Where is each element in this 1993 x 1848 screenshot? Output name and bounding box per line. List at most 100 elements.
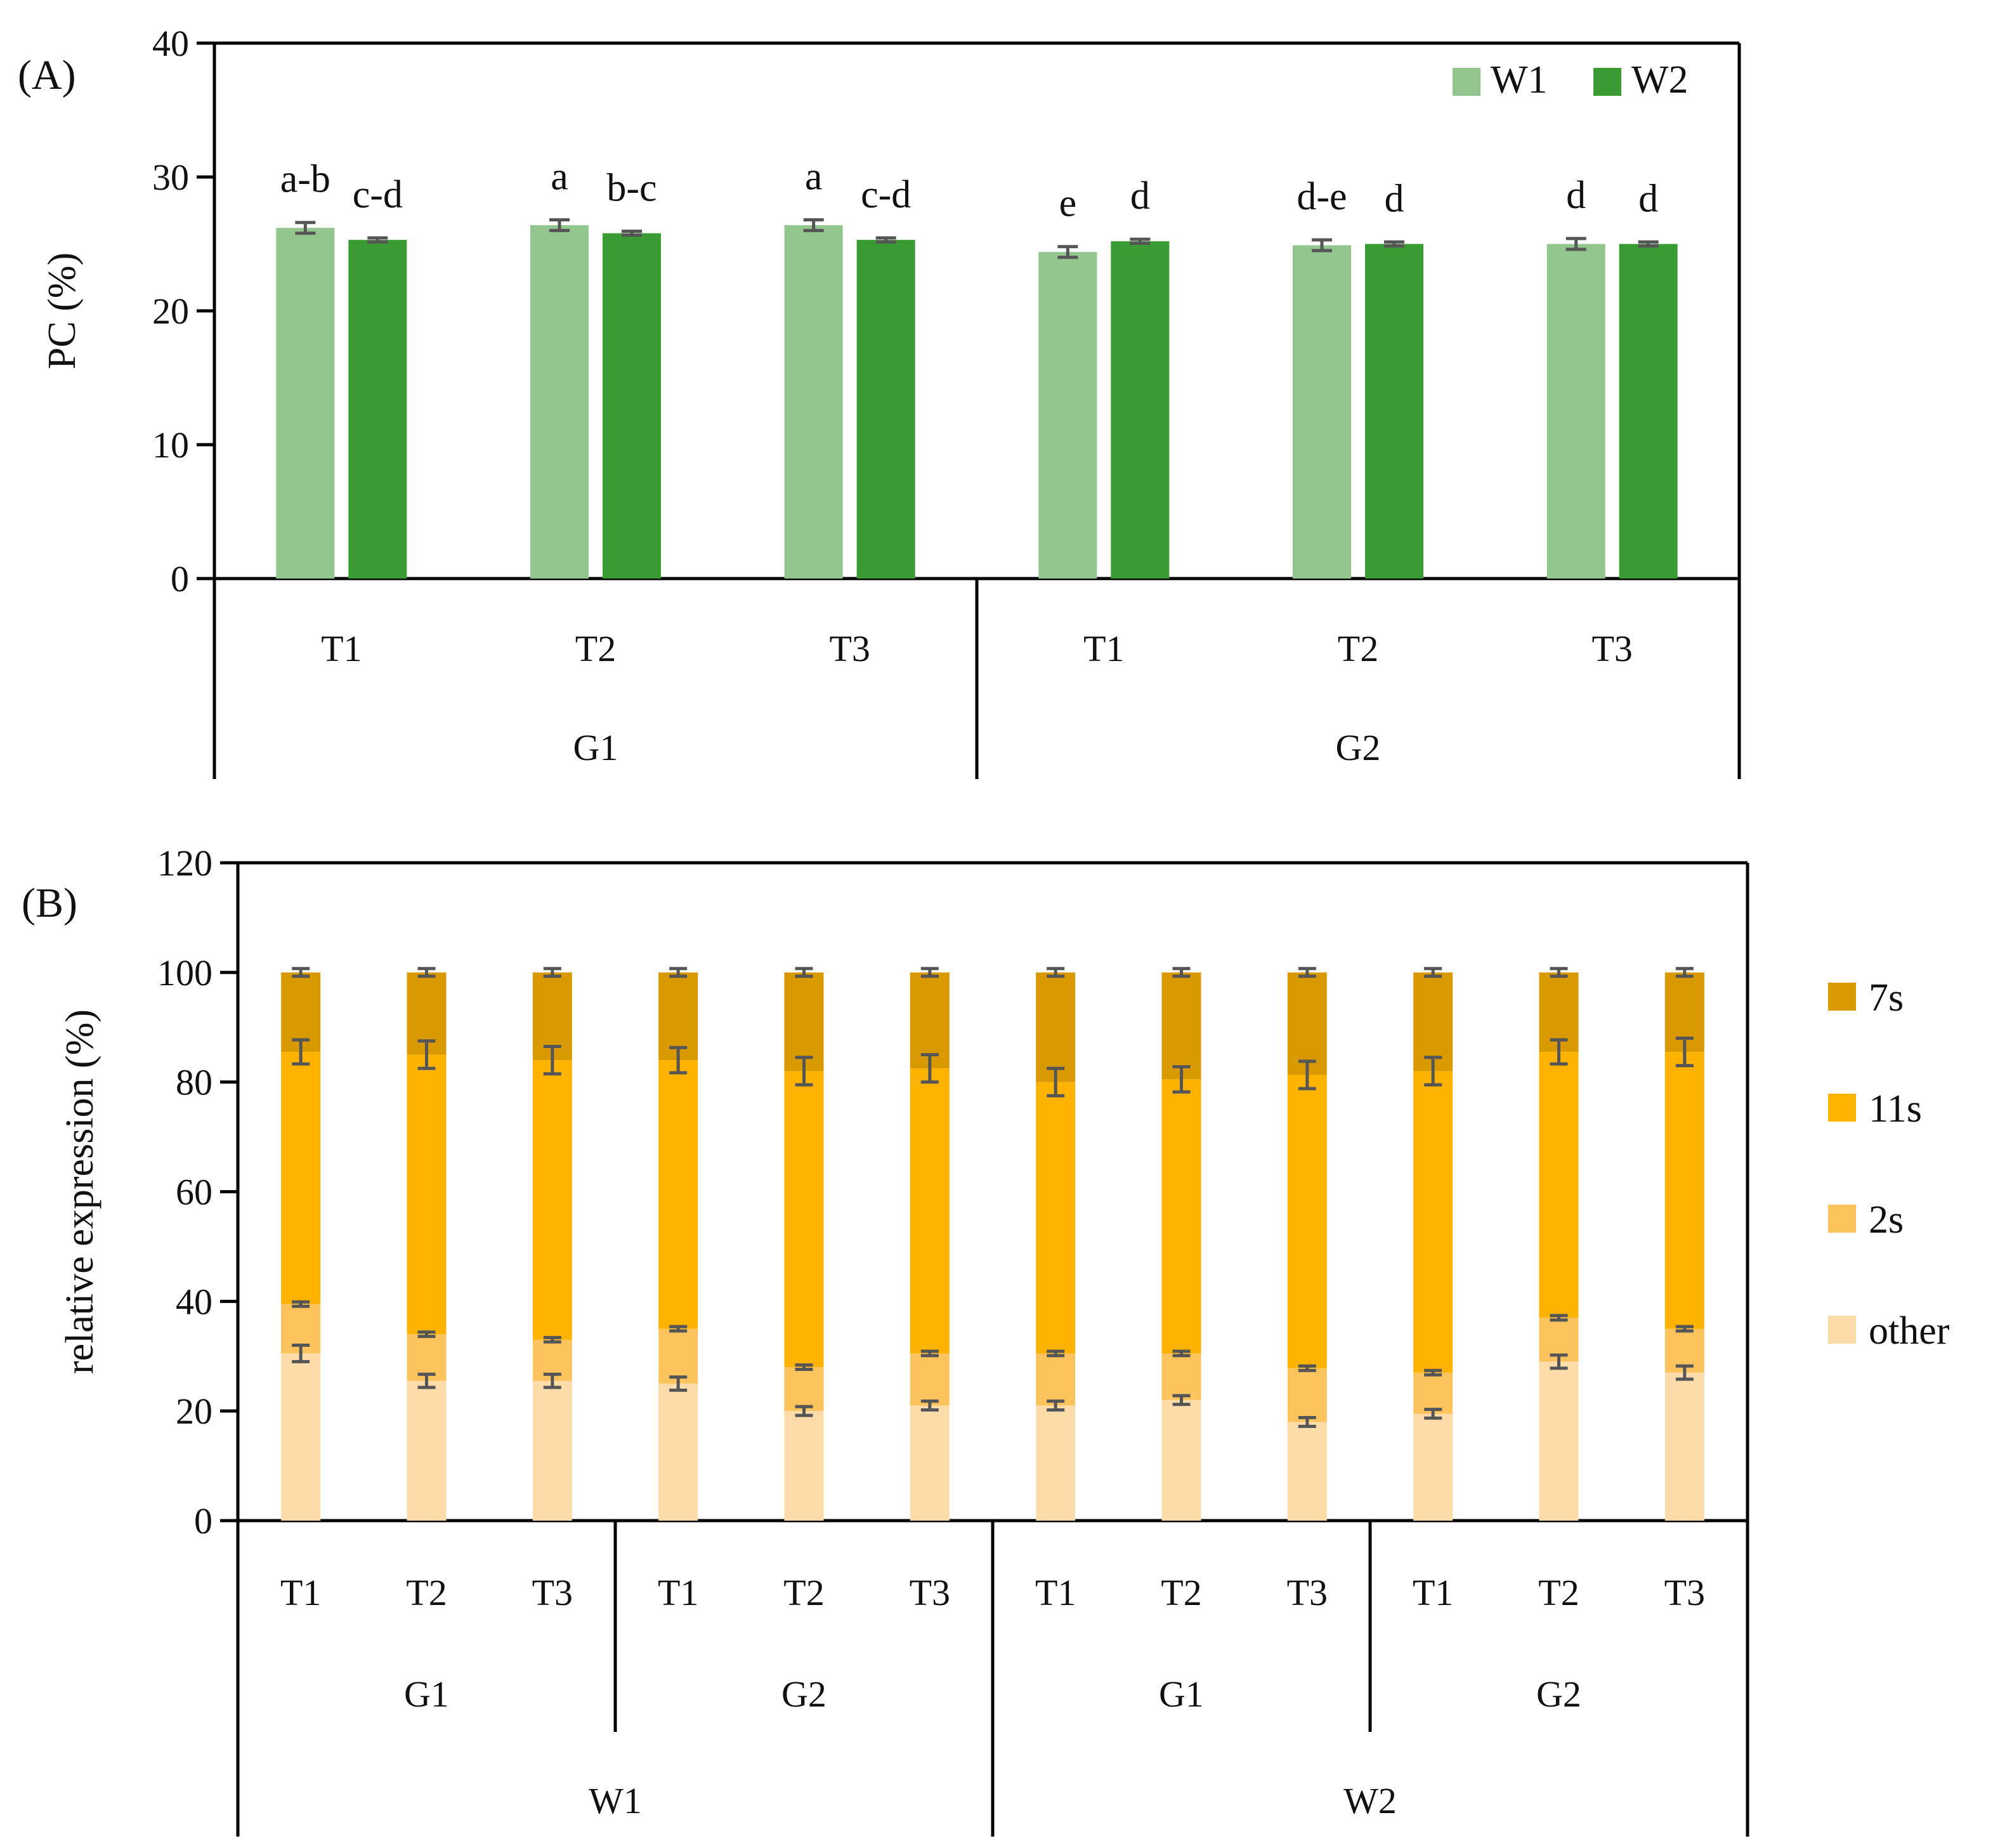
significance-label: c-d [861,173,911,216]
stack-segment-11s [910,1068,950,1354]
stack-segment-2s [1287,1368,1327,1422]
legend-label: W2 [1631,58,1689,102]
stack-segment-other [407,1380,447,1521]
stack-segment-2s [910,1353,950,1406]
stack-segment-other [658,1383,698,1521]
x-category-label: T2 [1338,628,1378,669]
significance-label: d [1130,174,1150,218]
x-category-label: T1 [1035,1572,1076,1613]
x-category-label: T1 [280,1572,321,1613]
x-group-label: G1 [573,727,618,768]
x-category-label: T2 [1161,1572,1201,1613]
y-tick-label: 20 [176,1391,212,1432]
y-tick-label: 60 [176,1172,212,1213]
legend-label: 11s [1869,1087,1922,1130]
significance-label: d [1638,177,1658,220]
stack-segment-2s [1413,1372,1453,1414]
stack-segment-7s [1161,972,1201,1080]
stack-segment-11s [281,1052,321,1304]
panel-label: (A) [18,52,76,98]
stack-segment-11s [784,1071,824,1368]
bar-w2 [1365,244,1423,579]
significance-label: a [551,155,568,199]
legend-swatch-11s [1828,1094,1856,1122]
stack-segment-11s [1413,1071,1453,1373]
stack-segment-11s [1036,1082,1076,1354]
legend-swatch-w2 [1593,68,1621,96]
legend-label: W1 [1491,58,1548,102]
bar-w2 [348,240,407,579]
x-outer-group-label: W1 [589,1780,642,1821]
bar-w1 [530,225,589,579]
stack-segment-7s [658,972,698,1061]
x-category-label: T1 [1413,1572,1453,1613]
legend-swatch-w1 [1453,68,1480,96]
x-category-label: T1 [658,1572,698,1613]
significance-label: e [1059,182,1077,225]
stack-segment-7s [1287,972,1327,1075]
y-tick-label: 100 [157,952,212,993]
panel-b-chart: 0 20 40 60 80 100 120 relative expression (%) (B… [22,842,1950,1837]
stack-segment-11s [1539,1052,1579,1318]
bar-w2 [1619,244,1678,579]
x-category-label: T3 [532,1572,573,1613]
bar-w2 [1111,241,1170,579]
x-category-label: T2 [406,1572,447,1613]
stack-segment-7s [1036,972,1076,1082]
panel-a-chart: 0 10 20 30 40 PC (%) (A) a-b a a e d-e d c-d b-c c-d d d d… [18,23,1741,779]
bar-w1 [1293,245,1351,579]
x-category-label: T3 [829,628,870,669]
legend-label: 2s [1869,1198,1904,1242]
y-axis-title: relative expression (%) [58,1009,101,1374]
x-category-label: T3 [1664,1572,1705,1613]
bar-w1 [1038,252,1097,579]
legend-swatch-2s [1828,1205,1856,1233]
y-tick-label: 10 [152,424,189,466]
x-group-label: G1 [1159,1674,1204,1715]
bar-w1 [784,225,843,579]
y-tick-label: 120 [157,842,212,884]
legend-swatch-7s [1828,983,1856,1011]
x-group-label: G2 [781,1674,827,1715]
significance-label: d [1385,177,1404,220]
significance-label: a-b [280,158,330,201]
x-category-label: T2 [575,628,616,669]
legend-label: other [1869,1309,1950,1353]
y-tick-label: 0 [194,1500,212,1542]
x-category-label: T2 [783,1572,824,1613]
stack-segment-other [784,1411,824,1521]
stack-segment-other [1664,1372,1704,1521]
stack-segment-11s [407,1054,447,1335]
y-tick-label: 0 [171,558,189,600]
x-group-label: G2 [1336,727,1381,768]
stack-segment-7s [784,972,824,1071]
stack-segment-2s [1161,1353,1201,1400]
x-category-label: T3 [1591,628,1632,669]
x-category-label: T3 [1287,1572,1328,1613]
legend-swatch-other [1828,1316,1856,1344]
stack-segment-11s [532,1060,572,1340]
significance-label: d [1566,174,1586,217]
stack-segment-other [1036,1405,1076,1521]
stack-segment-other [281,1353,321,1521]
stack-segment-11s [1287,1075,1327,1368]
significance-label: d-e [1297,175,1347,218]
y-tick-label: 30 [152,157,189,198]
y-axis-title: PC (%) [41,252,84,369]
stack-segment-7s [910,972,950,1069]
stack-segment-7s [1413,972,1453,1071]
y-tick-label: 40 [152,23,189,64]
x-category-label: T2 [1538,1572,1579,1613]
significance-label: c-d [353,173,403,216]
stack-segment-2s [1036,1353,1076,1406]
x-group-label: G2 [1536,1674,1581,1715]
stack-segment-11s [1161,1079,1201,1354]
stack-segment-11s [658,1060,698,1329]
x-group-label: G1 [404,1674,449,1715]
x-category-label: T1 [1083,628,1124,669]
bar-w2 [856,240,915,579]
y-tick-label: 80 [176,1062,212,1103]
y-tick-label: 20 [152,291,189,332]
stack-segment-11s [1664,1052,1704,1329]
